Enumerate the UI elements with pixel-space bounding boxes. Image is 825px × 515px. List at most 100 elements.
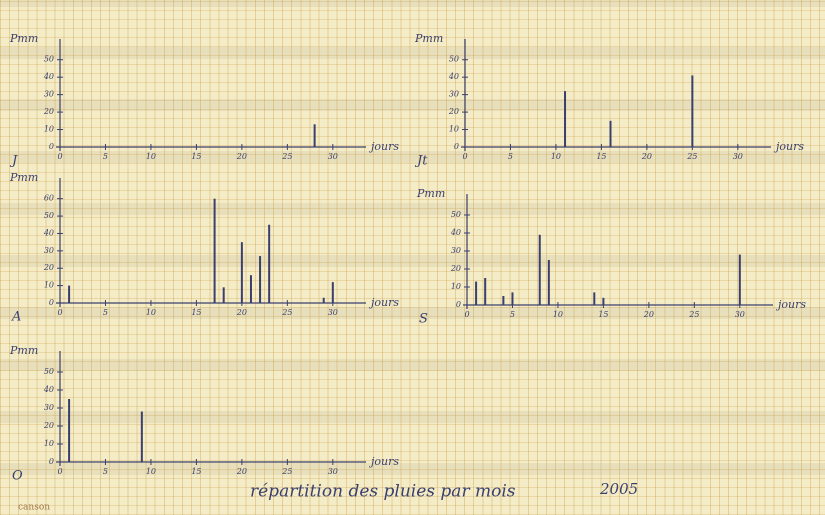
y-tick-label: 50 [449, 55, 459, 64]
y-tick-label: 10 [44, 439, 54, 448]
month-label: Jt [414, 154, 428, 169]
x-tick-label: 5 [103, 467, 108, 476]
x-axis-label: jours [368, 140, 399, 153]
y-tick-label: 10 [449, 125, 459, 134]
bar [564, 91, 567, 147]
bar [68, 285, 71, 303]
bar [502, 296, 505, 305]
y-tick-label: 40 [450, 228, 461, 237]
bar [609, 120, 612, 147]
bar [484, 278, 487, 305]
x-tick-label: 25 [686, 152, 697, 161]
x-tick-label: 5 [508, 152, 513, 161]
y-tick-label: 10 [44, 281, 54, 290]
x-tick-label: 20 [643, 310, 654, 319]
bar [240, 242, 243, 303]
x-tick-label: 10 [146, 467, 156, 476]
x-axis-label: jours [773, 140, 804, 153]
x-tick-label: 20 [236, 308, 247, 317]
page-title: répartition des pluies par mois [250, 482, 516, 502]
y-tick-label: 10 [451, 282, 461, 291]
x-tick-label: 15 [596, 152, 606, 161]
x-tick-label: 20 [236, 467, 247, 476]
x-tick-label: 25 [281, 467, 292, 476]
x-tick-label: 5 [510, 310, 515, 319]
y-tick-label: 20 [43, 421, 54, 430]
bar [268, 224, 271, 303]
y-axis-label: Pmm [9, 171, 38, 184]
x-tick-label: 0 [462, 152, 467, 161]
bar [547, 260, 550, 305]
month-label: S [419, 312, 428, 327]
x-axis-label: jours [368, 455, 399, 468]
y-tick-label: 30 [44, 90, 54, 99]
y-tick-label: 60 [44, 194, 54, 203]
x-tick-label: 15 [191, 467, 201, 476]
x-tick-label: 5 [103, 152, 108, 161]
x-axis-label: jours [775, 298, 806, 311]
bar [593, 292, 596, 305]
y-tick-label: 40 [43, 72, 54, 81]
y-tick-label: 30 [451, 246, 461, 255]
x-tick-label: 30 [733, 152, 743, 161]
x-tick-label: 0 [57, 467, 62, 476]
x-tick-label: 15 [191, 308, 201, 317]
bar [222, 287, 225, 303]
x-tick-label: 20 [236, 152, 247, 161]
y-tick-label: 30 [44, 246, 54, 255]
x-tick-label: 15 [598, 310, 608, 319]
x-tick-label: 30 [735, 310, 745, 319]
bar [249, 275, 252, 303]
bar [511, 292, 514, 305]
x-tick-label: 5 [103, 308, 108, 317]
bar [475, 281, 478, 305]
x-tick-label: 0 [464, 310, 469, 319]
month-label: O [12, 469, 23, 484]
brand: canson [18, 503, 50, 513]
y-tick-label: 30 [449, 90, 459, 99]
bar [602, 297, 605, 305]
bar [738, 254, 741, 305]
y-axis-label: Pmm [9, 32, 38, 45]
y-axis-label: Pmm [414, 32, 443, 45]
bar [213, 198, 216, 303]
x-tick-label: 10 [553, 310, 563, 319]
month-label: A [11, 310, 21, 325]
y-tick-label: 10 [44, 125, 54, 134]
y-tick-label: 50 [44, 367, 54, 376]
x-tick-label: 25 [688, 310, 699, 319]
y-tick-label: 20 [43, 107, 54, 116]
bar [322, 297, 325, 303]
y-tick-label: 50 [44, 55, 54, 64]
y-tick-label: 40 [448, 72, 459, 81]
x-tick-label: 0 [57, 152, 62, 161]
bar [538, 234, 541, 305]
x-tick-label: 25 [281, 308, 292, 317]
x-tick-label: 30 [328, 308, 338, 317]
y-tick-label: 50 [451, 210, 461, 219]
bar [259, 256, 262, 303]
y-tick-label: 40 [43, 385, 54, 394]
y-tick-label: 0 [49, 298, 54, 307]
x-tick-label: 25 [281, 152, 292, 161]
bar [68, 399, 71, 462]
x-tick-label: 0 [57, 308, 62, 317]
y-tick-label: 50 [44, 211, 54, 220]
x-tick-label: 10 [146, 308, 156, 317]
bar [331, 282, 334, 303]
y-tick-label: 0 [456, 300, 461, 309]
y-tick-label: 0 [49, 457, 54, 466]
y-axis-label: Pmm [416, 187, 445, 200]
x-tick-label: 30 [328, 467, 338, 476]
y-tick-label: 0 [49, 142, 54, 151]
y-tick-label: 40 [43, 228, 54, 237]
bar [313, 124, 316, 147]
y-axis-label: Pmm [9, 344, 38, 357]
x-tick-label: 20 [641, 152, 652, 161]
x-tick-label: 15 [191, 152, 201, 161]
x-tick-label: 10 [146, 152, 156, 161]
month-label: J [9, 154, 18, 169]
y-tick-label: 20 [43, 263, 54, 272]
x-tick-label: 30 [328, 152, 338, 161]
